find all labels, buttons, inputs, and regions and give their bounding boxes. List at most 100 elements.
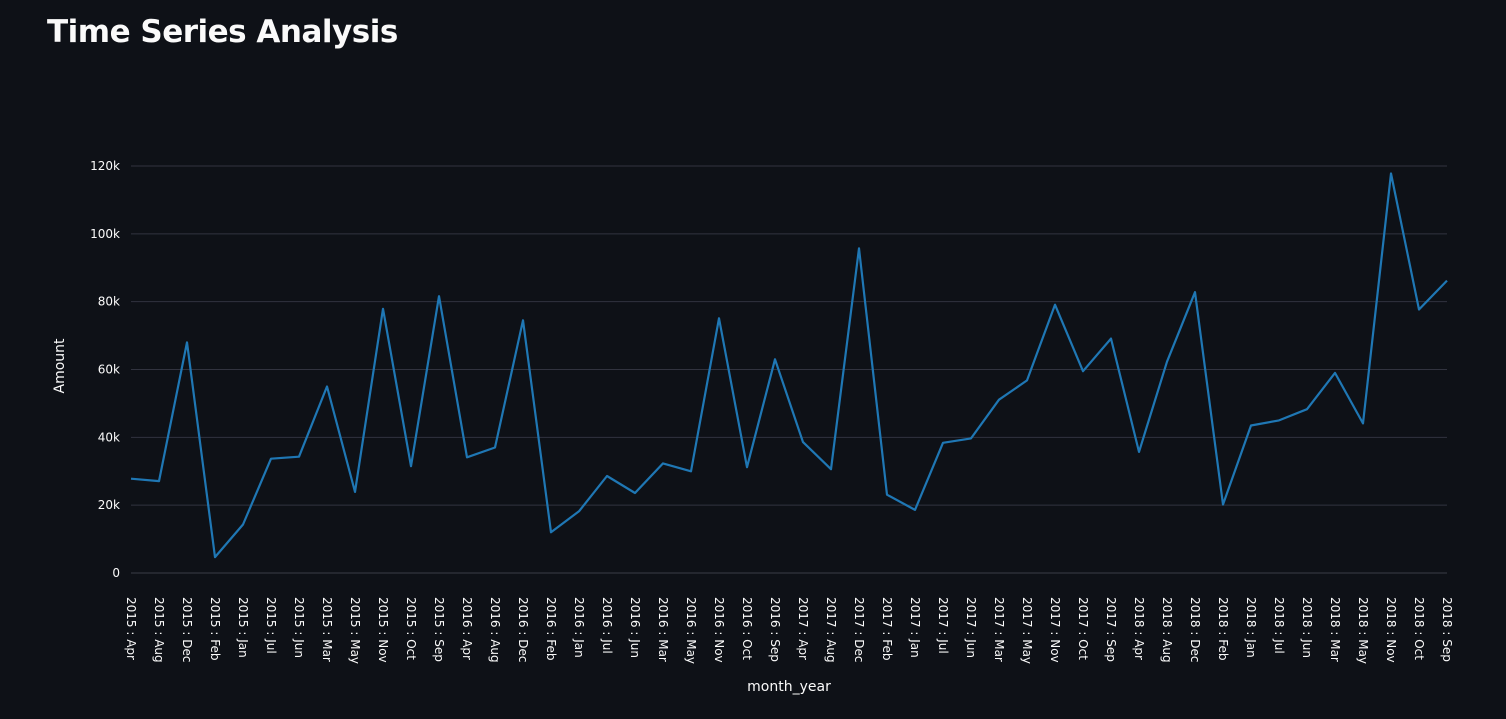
data-point[interactable]: [240, 521, 246, 527]
x-tick-label: 2018 : Aug: [1160, 597, 1174, 663]
data-point[interactable]: [128, 476, 134, 482]
y-axis-title: Amount: [52, 338, 68, 394]
data-point[interactable]: [772, 356, 778, 362]
x-tick-label: 2017 : Mar: [992, 597, 1006, 662]
x-tick-label: 2017 : Jun: [964, 597, 978, 658]
x-tick-label: 2018 : Mar: [1328, 597, 1342, 662]
data-point[interactable]: [660, 460, 666, 466]
data-point[interactable]: [156, 478, 162, 484]
x-axis-title: month_year: [747, 679, 831, 695]
x-tick-label: 2015 : Dec: [180, 597, 194, 662]
x-tick-label: 2017 : Feb: [880, 597, 894, 660]
data-point[interactable]: [1136, 449, 1142, 455]
data-point[interactable]: [1052, 302, 1058, 308]
x-tick-label: 2018 : Dec: [1188, 597, 1202, 662]
data-point[interactable]: [324, 383, 330, 389]
x-tick-label: 2015 : Jul: [264, 597, 278, 654]
data-point[interactable]: [1332, 370, 1338, 376]
x-tick-label: 2018 : Feb: [1216, 597, 1230, 660]
x-tick-label: 2018 : Oct: [1412, 597, 1426, 660]
x-tick-label: 2018 : Nov: [1384, 597, 1398, 663]
x-axis-ticks: 2015 : Apr 2015 : Aug 2015 : Dec 2015 : Feb…: [124, 597, 1454, 664]
data-point[interactable]: [520, 317, 526, 323]
x-tick-label: 2017 : Apr: [796, 597, 810, 660]
data-point[interactable]: [380, 306, 386, 312]
data-point[interactable]: [1024, 377, 1030, 383]
page-title: Time Series Analysis: [47, 14, 398, 50]
data-point[interactable]: [800, 439, 806, 445]
data-point[interactable]: [296, 454, 302, 460]
data-point[interactable]: [828, 466, 834, 472]
x-tick-label: 2018 : Jun: [1300, 597, 1314, 658]
data-point[interactable]: [744, 464, 750, 470]
x-tick-label: 2016 : Nov: [712, 597, 726, 663]
data-point[interactable]: [632, 490, 638, 496]
y-tick-label: 40k: [98, 430, 120, 444]
data-point[interactable]: [1304, 406, 1310, 412]
data-point[interactable]: [352, 489, 358, 495]
x-tick-label: 2015 : Feb: [208, 597, 222, 660]
x-tick-label: 2017 : Nov: [1048, 597, 1062, 663]
x-tick-label: 2017 : Jul: [936, 597, 950, 654]
data-point[interactable]: [716, 315, 722, 321]
x-tick-label: 2015 : Oct: [404, 597, 418, 660]
data-point[interactable]: [408, 463, 414, 469]
x-tick-label: 2016 : Aug: [488, 597, 502, 663]
data-point[interactable]: [1164, 359, 1170, 365]
data-point[interactable]: [184, 339, 190, 345]
x-tick-label: 2015 : Apr: [124, 597, 138, 660]
x-tick-label: 2015 : Aug: [152, 597, 166, 663]
series-layer: [128, 170, 1450, 560]
data-point[interactable]: [492, 445, 498, 451]
series-line-amount[interactable]: [130, 172, 1448, 559]
data-point[interactable]: [940, 440, 946, 446]
data-point[interactable]: [856, 245, 862, 251]
data-point[interactable]: [996, 397, 1002, 403]
data-point[interactable]: [1108, 336, 1114, 342]
x-tick-label: 2017 : Aug: [824, 597, 838, 663]
data-point[interactable]: [1248, 422, 1254, 428]
x-tick-label: 2016 : May: [684, 597, 698, 664]
data-point[interactable]: [268, 456, 274, 462]
data-point[interactable]: [688, 468, 694, 474]
data-point[interactable]: [1276, 417, 1282, 423]
data-point[interactable]: [436, 293, 442, 299]
x-tick-label: 2015 : Jun: [292, 597, 306, 658]
x-tick-label: 2018 : May: [1356, 597, 1370, 664]
data-point[interactable]: [1360, 420, 1366, 426]
x-tick-label: 2018 : Jul: [1272, 597, 1286, 654]
data-point[interactable]: [884, 492, 890, 498]
data-point[interactable]: [576, 508, 582, 514]
x-tick-label: 2016 : Dec: [516, 597, 530, 662]
x-tick-label: 2016 : Feb: [544, 597, 558, 660]
x-tick-label: 2018 : Sep: [1440, 597, 1454, 662]
x-tick-label: 2015 : Nov: [376, 597, 390, 663]
data-point[interactable]: [1192, 289, 1198, 295]
x-tick-label: 2016 : Apr: [460, 597, 474, 660]
data-point[interactable]: [912, 507, 918, 513]
x-tick-label: 2018 : Apr: [1132, 597, 1146, 660]
x-tick-label: 2016 : Sep: [768, 597, 782, 662]
y-tick-label: 120k: [90, 159, 120, 173]
data-point[interactable]: [548, 529, 554, 535]
data-point[interactable]: [968, 435, 974, 441]
data-point[interactable]: [1080, 368, 1086, 374]
y-axis-ticks: 0 20k 40k 60k 80k 100k 120k: [90, 159, 120, 580]
data-point[interactable]: [1416, 306, 1422, 312]
x-tick-label: 2016 : Jul: [600, 597, 614, 654]
y-tick-label: 0: [112, 566, 120, 580]
x-tick-label: 2018 : Jan: [1244, 597, 1258, 658]
x-tick-label: 2017 : Dec: [852, 597, 866, 662]
data-point[interactable]: [1444, 278, 1450, 284]
data-point[interactable]: [1220, 501, 1226, 507]
data-point[interactable]: [464, 454, 470, 460]
data-point[interactable]: [212, 554, 218, 560]
x-tick-label: 2017 : Oct: [1076, 597, 1090, 660]
x-tick-label: 2015 : May: [348, 597, 362, 664]
data-point[interactable]: [604, 473, 610, 479]
x-tick-label: 2016 : Oct: [740, 597, 754, 660]
x-tick-label: 2015 : Sep: [432, 597, 446, 662]
y-tick-label: 60k: [98, 363, 120, 377]
data-point[interactable]: [1388, 170, 1394, 176]
